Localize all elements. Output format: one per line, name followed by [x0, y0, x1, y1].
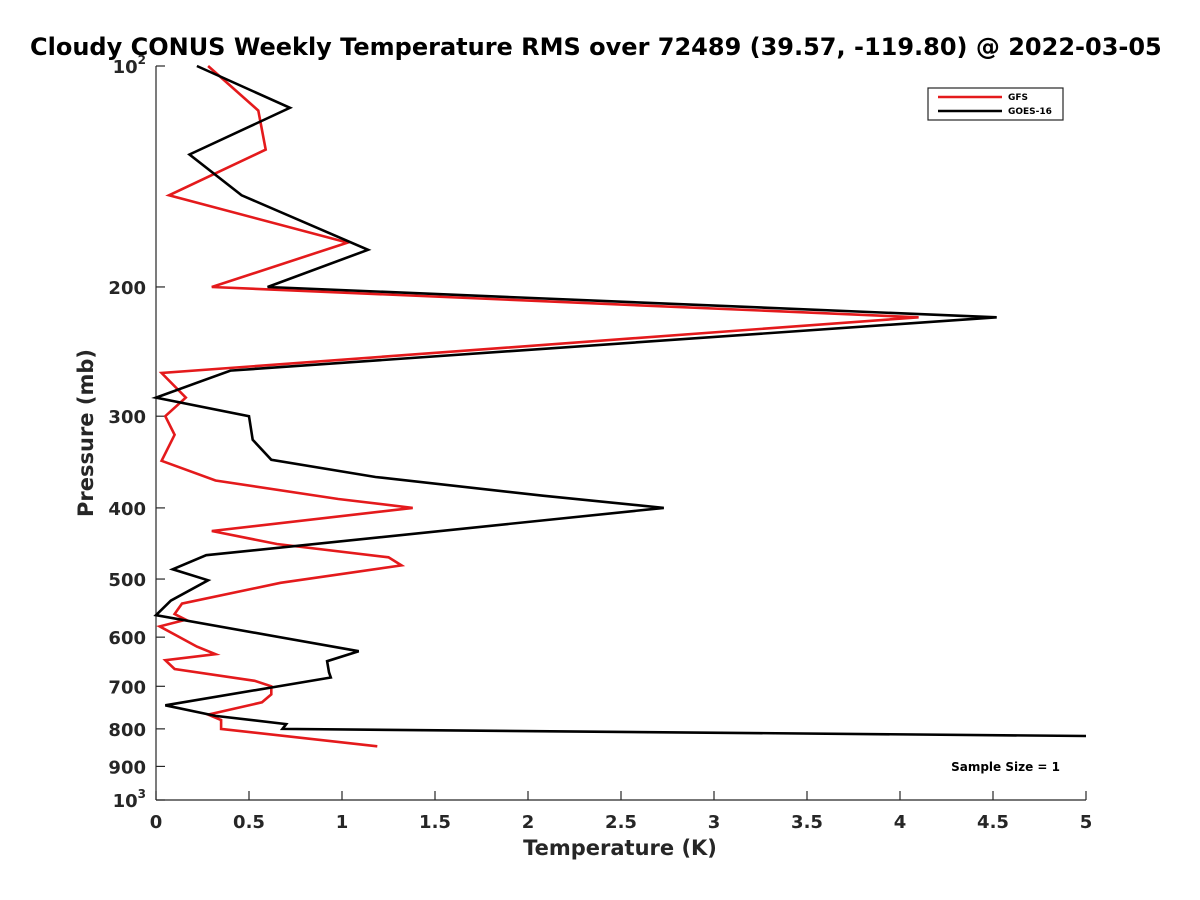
x-tick-label: 0	[150, 812, 163, 833]
x-tick-label: 4.5	[977, 812, 1009, 833]
y-tick-label: 700	[108, 677, 146, 698]
legend-label: GFS	[1008, 93, 1028, 103]
y-tick-label-exponent: 2	[138, 53, 146, 67]
y-tick-label-base: 10	[113, 791, 138, 812]
legend: GFS GOES-16	[927, 87, 1064, 121]
series-line-gfs	[156, 65, 919, 748]
legend-label: GOES-16	[1008, 107, 1052, 117]
y-tick-label-base: 10	[113, 57, 138, 78]
x-tick-label: 2	[522, 812, 535, 833]
x-tick-label: 0.5	[233, 812, 265, 833]
y-axis-label: Pressure (mb)	[74, 349, 98, 517]
x-tick-label: 4	[894, 812, 907, 833]
y-tick-label: 500	[108, 570, 146, 591]
y-tick-label: 800	[108, 720, 146, 741]
series-line-goes-16	[151, 64, 1087, 738]
series-layer	[151, 64, 1087, 748]
y-tick-label: 900	[108, 757, 146, 778]
x-axis-label: Temperature (K)	[523, 836, 717, 860]
y-tick-label-exponent: 3	[138, 787, 146, 801]
x-tick-label: 1.5	[419, 812, 451, 833]
x-tick-label: 3	[708, 812, 721, 833]
y-tick-label: 300	[108, 407, 146, 428]
axes: 0 0.5 1 1.5 2 2.5 3 3.5 4 4.5 51022003004005006007…	[108, 53, 1092, 833]
chart-title: Cloudy CONUS Weekly Temperature RMS over…	[30, 33, 1162, 61]
y-tick-label: 400	[108, 499, 146, 520]
x-tick-label: 5	[1080, 812, 1093, 833]
x-tick-label: 2.5	[605, 812, 637, 833]
y-tick-label: 600	[108, 628, 146, 649]
legend-box	[927, 87, 1064, 121]
x-tick-label: 1	[336, 812, 349, 833]
y-tick-label: 200	[108, 278, 146, 299]
y-tick-label: 103	[113, 787, 146, 812]
x-tick-label: 3.5	[791, 812, 823, 833]
y-tick-label: 102	[113, 53, 146, 78]
sample-size-annotation: Sample Size = 1	[951, 760, 1060, 774]
